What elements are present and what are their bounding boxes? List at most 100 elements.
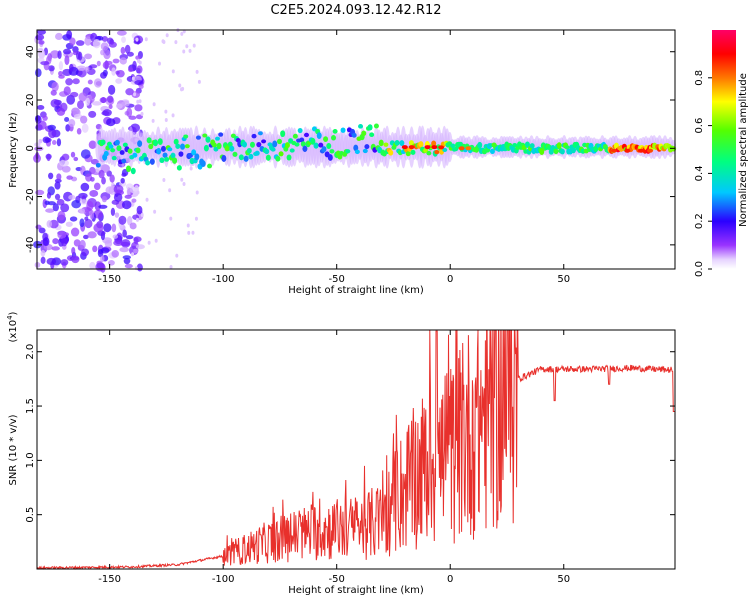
colorbar-tick-label: 0.0 (694, 261, 705, 277)
spectrogram-noise-cell (180, 87, 184, 92)
spectrogram-noise-cell (48, 128, 57, 139)
y-tick-label: 40 (25, 45, 36, 58)
spectrogram-noise-cell (182, 181, 186, 186)
spectrogram-noise-cell (171, 69, 175, 74)
spectrogram-band-cell (232, 151, 238, 157)
spectrogram-noise-cell (48, 65, 55, 72)
spectrogram-band-cell (313, 142, 319, 149)
spectrogram-noise-cell (99, 97, 108, 103)
spectrogram-noise-cell (54, 181, 61, 190)
spectrogram-band-cell (323, 136, 329, 142)
x-tick-label: -50 (329, 274, 345, 285)
spectrogram-noise-cell (46, 257, 57, 266)
spectrogram-band-cell (292, 133, 298, 139)
spectrogram-peak-cell (647, 148, 654, 153)
spectrogram-noise-cell (38, 138, 43, 144)
spectrogram-noise-cell (76, 65, 87, 71)
spectrogram-noise-cell (175, 253, 179, 258)
spectrogram-band-cell (354, 149, 360, 155)
spectrogram-band-cell (512, 142, 518, 148)
spectrogram-noise-cell (134, 80, 144, 86)
spectrogram-band-cell (246, 148, 252, 154)
x-tick-label: -50 (329, 574, 345, 585)
spectrogram-noise-cell (57, 230, 67, 239)
spectrogram-noise-cell (174, 40, 178, 45)
spectrogram-noise-cell (136, 205, 143, 215)
spectrogram-band-cell (251, 133, 257, 139)
spectrogram-noise-cell (55, 32, 63, 41)
spectrogram-noise-cell (121, 200, 132, 210)
spectrogram-noise-cell (35, 115, 42, 124)
spectrogram-band-cell (539, 148, 545, 155)
spectrogram-band-cell (529, 143, 535, 149)
spectrogram-noise-cell (93, 182, 101, 191)
snr-panel: -150 -100 -50 0 50 0.5 1.0 1.5 2.0 Height of st… (6, 311, 676, 596)
spectrogram-noise-cell (84, 53, 93, 60)
spectrogram-noise-cell (85, 97, 91, 106)
spectrogram-band-cell (272, 140, 278, 148)
spectrogram-noise-cell (104, 240, 113, 248)
spectrogram-noise-cell (133, 92, 137, 97)
y-tick-label: 0 (25, 145, 36, 151)
spectrogram-band-cell (264, 148, 270, 155)
spectrogram-band-cell (477, 141, 483, 149)
spectrogram-band-cell (230, 133, 236, 139)
spectrogram-band-cell (122, 142, 128, 148)
spectrogram-noise-cell (180, 31, 184, 36)
spectrogram-noise-cell (58, 71, 63, 77)
spectrogram-band-cell (167, 147, 173, 152)
spectrogram-noise-cell (112, 234, 119, 239)
spectrogram-noise-cell (153, 209, 157, 214)
spectrogram-noise-cell (134, 266, 138, 271)
spectrogram-noise-cell (37, 47, 44, 53)
spectrogram-noise-cell (178, 83, 182, 88)
spectrogram-noise-cell (42, 115, 48, 121)
spectrogram-band-cell (157, 138, 163, 145)
spectrogram-band-cell (137, 140, 143, 148)
spectrogram-noise-cell (126, 186, 131, 197)
spectrogram-noise-cell (116, 30, 127, 36)
spectrogram-x-ticks: -150 -100 -50 0 50 (98, 30, 570, 285)
spectrogram-band-cell (211, 142, 217, 148)
spectrogram-noise-cell (81, 248, 90, 257)
spectrogram-noise-cell (95, 81, 102, 86)
spectrogram-band-cell (153, 139, 159, 147)
spectrogram-band-cell (257, 131, 263, 136)
spectrogram-band-cell (351, 132, 357, 138)
spectrogram-band-cell (373, 123, 379, 129)
spectrogram-noise-cell (120, 239, 131, 248)
spectrogram-noise-cell (40, 61, 50, 66)
spectrogram-noise-cell (91, 101, 102, 106)
spectrogram-noise-cell (71, 255, 80, 264)
spectrogram-band-cell (119, 150, 125, 155)
spectrogram-noise-cell (77, 100, 84, 110)
spectrogram-band-cell (205, 136, 211, 143)
y-tick-label: 1.0 (25, 452, 36, 468)
spectrogram-band-cell (326, 143, 332, 150)
spectrogram-noise-cell (84, 216, 89, 221)
spectrogram-noise-cell (64, 117, 70, 122)
spectrogram-band-cell (362, 148, 368, 154)
spectrogram-band-cell (353, 144, 359, 152)
spectrogram-noise-cell (88, 110, 97, 118)
spectrogram-peak-cell (624, 148, 631, 153)
spectrogram-noise-cell (106, 95, 114, 103)
spectrogram-band-cell (184, 144, 190, 149)
spectrogram-noise-cell (56, 173, 62, 181)
colorbar-ticks: 0.0 0.2 0.4 0.6 0.8 (694, 70, 712, 277)
spectrogram-peak-cell (431, 145, 438, 150)
spectrogram-band-cell (284, 142, 290, 149)
spectrogram-noise-cell (111, 223, 117, 233)
spectrogram-noise-cell (73, 113, 83, 120)
spectrogram-band-cell (270, 147, 276, 152)
spectrogram-noise-cell (84, 218, 93, 229)
spectrogram-noise-cell (90, 176, 95, 182)
spectrogram-noise-cell (131, 76, 135, 81)
spectrogram-noise-cell (46, 153, 51, 162)
spectrogram-noise-cell (42, 237, 50, 247)
spectrogram-band-cell (180, 143, 186, 150)
spectrogram-noise-cell (151, 118, 155, 123)
x-tick-label: 0 (447, 574, 453, 585)
spectrogram-noise-cell (121, 100, 130, 107)
x-tick-label: -100 (212, 274, 235, 285)
